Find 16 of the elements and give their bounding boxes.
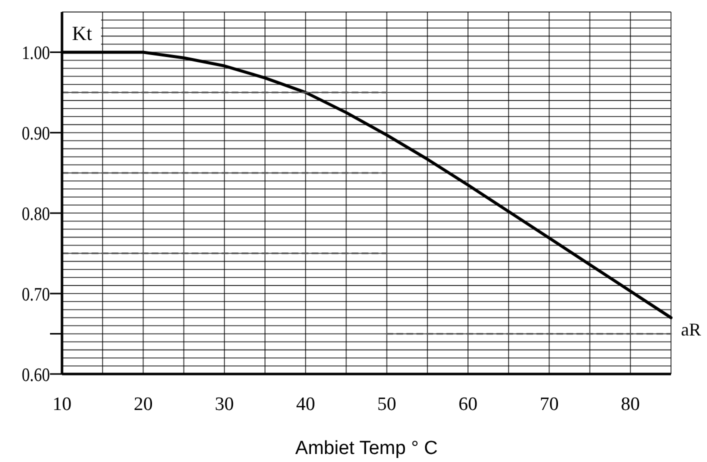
y-tick-label: 0.70 <box>22 283 50 305</box>
x-tick-label: 10 <box>52 394 72 415</box>
x-tick-label: 50 <box>377 394 396 415</box>
x-tick-label: 40 <box>296 394 316 415</box>
x-tick-label: 80 <box>620 394 640 415</box>
x-tick-label: 30 <box>214 394 234 415</box>
y-axis-title: Kt <box>72 23 92 45</box>
x-tick-label: 60 <box>458 394 478 415</box>
annotation: aR <box>681 320 701 340</box>
y-tick-label: 1.00 <box>22 42 50 64</box>
x-tick-label: 70 <box>540 394 559 415</box>
x-axis-title: Ambiet Temp ° C <box>295 438 438 459</box>
x-tick-label: 20 <box>134 394 153 415</box>
y-tick-label: 0.60 <box>22 364 50 386</box>
y-tick-label: 0.90 <box>22 122 50 144</box>
y-tick-label: 0.80 <box>22 202 50 224</box>
